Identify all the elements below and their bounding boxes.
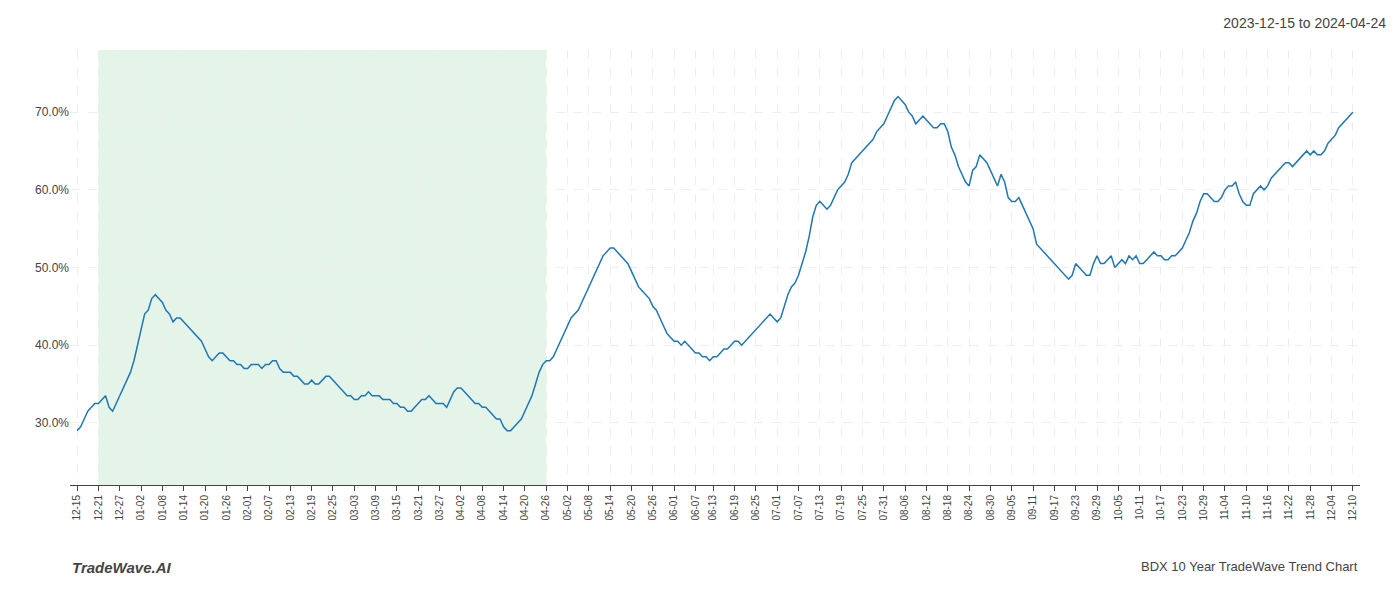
svg-text:10-11: 10-11 bbox=[1134, 495, 1145, 520]
svg-text:05-14: 05-14 bbox=[604, 495, 615, 521]
svg-text:03-15: 03-15 bbox=[391, 495, 402, 521]
svg-text:02-01: 02-01 bbox=[242, 495, 253, 521]
svg-text:60.0%: 60.0% bbox=[35, 183, 69, 197]
svg-text:05-20: 05-20 bbox=[626, 495, 637, 521]
svg-text:06-25: 06-25 bbox=[750, 495, 761, 521]
svg-text:04-08: 04-08 bbox=[476, 495, 487, 521]
svg-text:04-26: 04-26 bbox=[540, 495, 551, 521]
svg-text:11-22: 11-22 bbox=[1283, 495, 1294, 520]
svg-text:40.0%: 40.0% bbox=[35, 338, 69, 352]
svg-text:06-13: 06-13 bbox=[707, 495, 718, 521]
svg-text:06-07: 06-07 bbox=[690, 495, 701, 521]
svg-text:50.0%: 50.0% bbox=[35, 261, 69, 275]
svg-text:02-25: 02-25 bbox=[327, 495, 338, 521]
svg-text:09-29: 09-29 bbox=[1091, 495, 1102, 521]
svg-text:11-28: 11-28 bbox=[1305, 495, 1316, 520]
svg-text:09-11: 09-11 bbox=[1027, 495, 1038, 520]
svg-text:04-02: 04-02 bbox=[455, 495, 466, 521]
svg-text:01-02: 01-02 bbox=[135, 495, 146, 521]
svg-text:08-18: 08-18 bbox=[942, 495, 953, 521]
svg-text:2023-12-15 to 2024-04-24: 2023-12-15 to 2024-04-24 bbox=[1223, 15, 1386, 31]
svg-text:12-21: 12-21 bbox=[93, 495, 104, 521]
svg-text:BDX 10 Year TradeWave Trend Ch: BDX 10 Year TradeWave Trend Chart bbox=[1141, 559, 1358, 574]
svg-text:07-07: 07-07 bbox=[793, 495, 804, 521]
svg-text:10-17: 10-17 bbox=[1155, 495, 1166, 521]
svg-text:07-31: 07-31 bbox=[878, 495, 889, 521]
svg-text:03-21: 03-21 bbox=[413, 495, 424, 521]
svg-text:03-03: 03-03 bbox=[349, 495, 360, 521]
svg-text:08-06: 08-06 bbox=[899, 495, 910, 521]
svg-text:TradeWave.AI: TradeWave.AI bbox=[72, 559, 171, 576]
svg-text:01-14: 01-14 bbox=[178, 495, 189, 521]
svg-text:02-19: 02-19 bbox=[306, 495, 317, 521]
svg-text:02-13: 02-13 bbox=[285, 495, 296, 521]
svg-text:12-15: 12-15 bbox=[71, 495, 82, 521]
svg-text:03-27: 03-27 bbox=[434, 495, 445, 521]
svg-text:09-23: 09-23 bbox=[1070, 495, 1081, 521]
svg-text:12-27: 12-27 bbox=[114, 495, 125, 521]
svg-text:10-05: 10-05 bbox=[1113, 495, 1124, 521]
svg-text:30.0%: 30.0% bbox=[35, 416, 69, 430]
svg-text:07-25: 07-25 bbox=[857, 495, 868, 521]
svg-text:11-10: 11-10 bbox=[1241, 495, 1252, 520]
svg-text:04-20: 04-20 bbox=[519, 495, 530, 521]
svg-text:70.0%: 70.0% bbox=[35, 105, 69, 119]
svg-text:09-05: 09-05 bbox=[1006, 495, 1017, 521]
svg-text:01-26: 01-26 bbox=[221, 495, 232, 521]
svg-text:07-01: 07-01 bbox=[771, 495, 782, 521]
svg-text:08-24: 08-24 bbox=[963, 495, 974, 521]
svg-text:01-20: 01-20 bbox=[199, 495, 210, 521]
svg-text:11-16: 11-16 bbox=[1262, 495, 1273, 520]
svg-text:07-13: 07-13 bbox=[814, 495, 825, 521]
svg-text:12-04: 12-04 bbox=[1326, 495, 1337, 521]
svg-text:03-09: 03-09 bbox=[370, 495, 381, 521]
svg-text:05-26: 05-26 bbox=[647, 495, 658, 521]
svg-text:05-02: 05-02 bbox=[562, 495, 573, 521]
svg-text:04-14: 04-14 bbox=[498, 495, 509, 521]
svg-text:05-08: 05-08 bbox=[583, 495, 594, 521]
svg-text:07-19: 07-19 bbox=[835, 495, 846, 521]
svg-text:06-01: 06-01 bbox=[668, 495, 679, 521]
svg-text:06-19: 06-19 bbox=[729, 495, 740, 521]
svg-text:11-04: 11-04 bbox=[1219, 495, 1230, 520]
svg-text:10-29: 10-29 bbox=[1198, 495, 1209, 521]
svg-text:10-23: 10-23 bbox=[1177, 495, 1188, 521]
svg-text:08-30: 08-30 bbox=[985, 495, 996, 521]
svg-text:02-07: 02-07 bbox=[263, 495, 274, 521]
svg-text:09-17: 09-17 bbox=[1049, 495, 1060, 521]
svg-text:01-08: 01-08 bbox=[157, 495, 168, 521]
svg-text:12-10: 12-10 bbox=[1347, 495, 1358, 521]
svg-text:08-12: 08-12 bbox=[921, 495, 932, 521]
